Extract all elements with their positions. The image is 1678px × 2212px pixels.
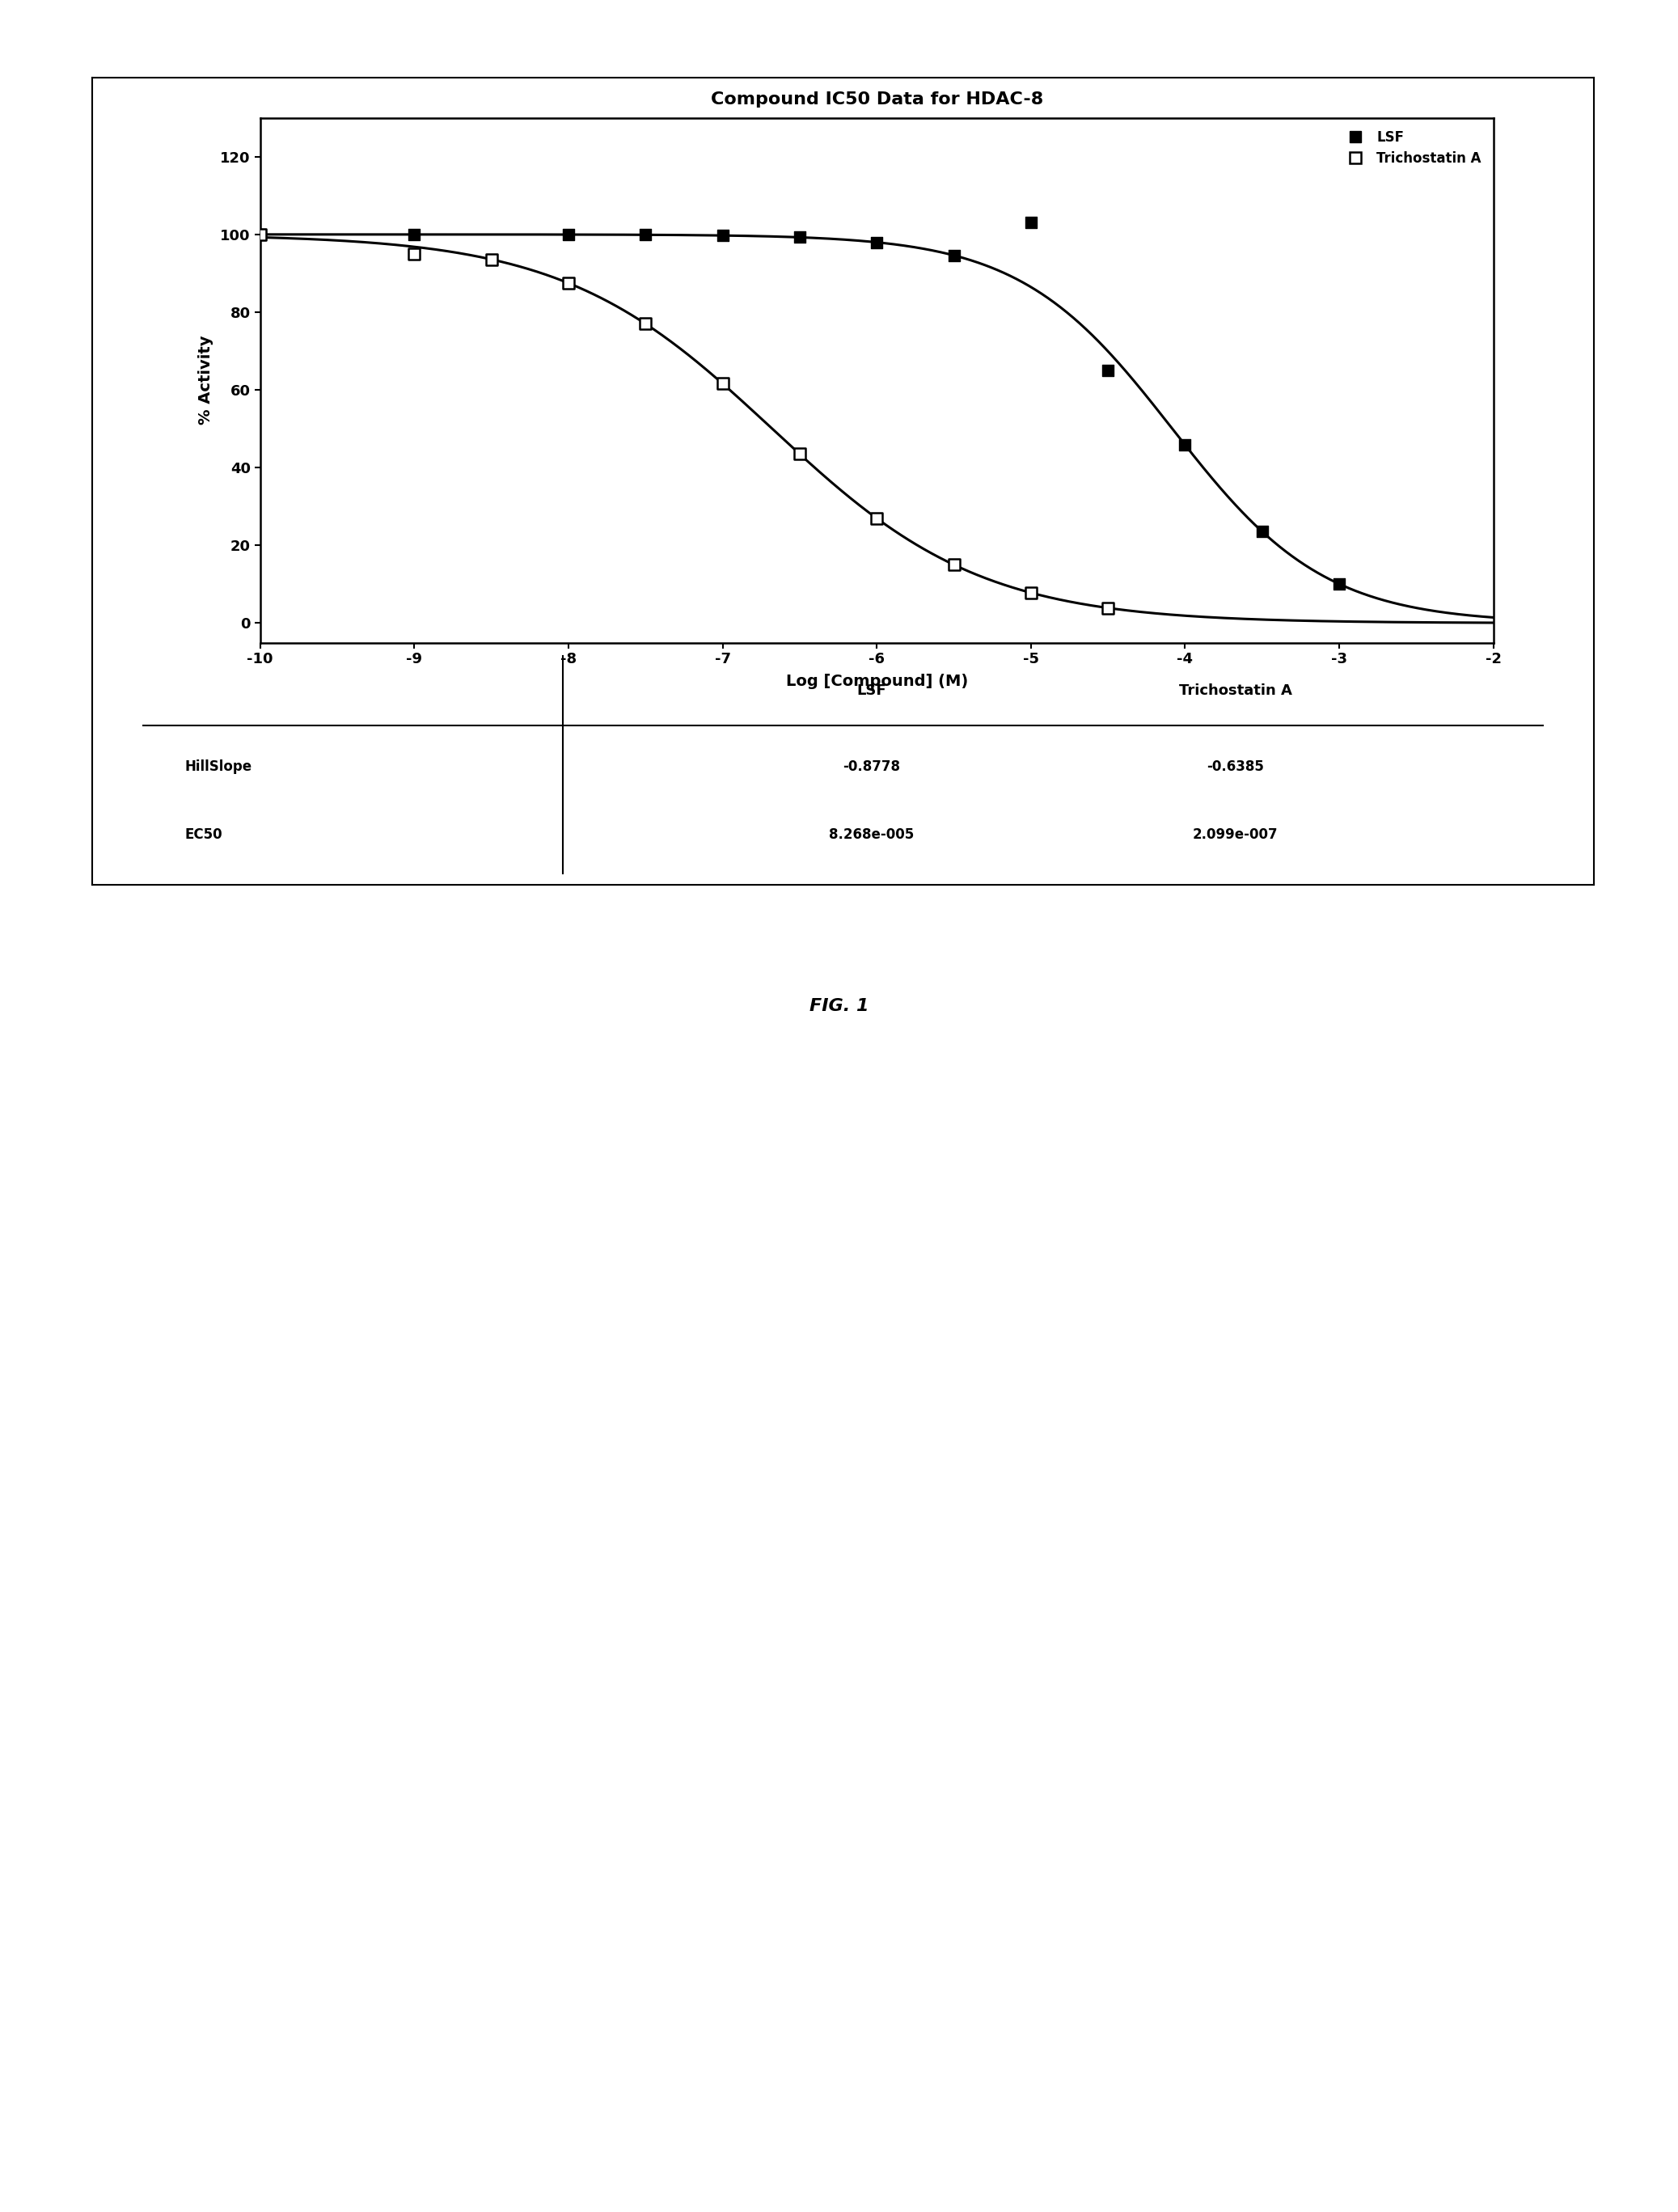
Point (401, 217, 428, 252)
Text: Trichostatin A: Trichostatin A (1180, 684, 1292, 699)
Text: 2.099e-007: 2.099e-007 (1193, 827, 1279, 843)
Point (633, 305, 659, 341)
Point (555, 217, 582, 252)
Point (1094, 591, 1121, 626)
Point (1017, 575, 1044, 611)
Point (247, 217, 274, 252)
Point (478, 241, 505, 276)
Text: -0.8778: -0.8778 (842, 759, 899, 774)
Point (1017, 206, 1044, 241)
Text: 8.268e-005: 8.268e-005 (829, 827, 915, 843)
Text: -0.6385: -0.6385 (1206, 759, 1264, 774)
Title: Compound IC50 Data for HDAC-8: Compound IC50 Data for HDAC-8 (710, 91, 1044, 108)
Point (710, 365, 737, 400)
Point (1248, 513, 1275, 549)
Point (862, 500, 889, 535)
Text: LSF: LSF (856, 684, 886, 699)
X-axis label: Log [Compound] (M): Log [Compound] (M) (785, 672, 968, 688)
Point (787, 436, 814, 471)
Point (247, 217, 274, 252)
Point (1171, 427, 1198, 462)
Y-axis label: % Activity: % Activity (198, 336, 213, 425)
Point (787, 219, 814, 254)
Point (940, 237, 967, 272)
Point (1326, 566, 1352, 602)
Point (710, 217, 737, 252)
Point (401, 237, 428, 272)
Point (940, 546, 967, 582)
Text: HillSlope: HillSlope (185, 759, 252, 774)
Text: EC50: EC50 (185, 827, 223, 843)
Text: FIG. 1: FIG. 1 (809, 998, 869, 1015)
Point (1094, 352, 1121, 387)
Point (555, 265, 582, 301)
Point (862, 226, 889, 261)
Point (633, 217, 659, 252)
Legend: LSF, Trichostatin A: LSF, Trichostatin A (1336, 124, 1487, 170)
